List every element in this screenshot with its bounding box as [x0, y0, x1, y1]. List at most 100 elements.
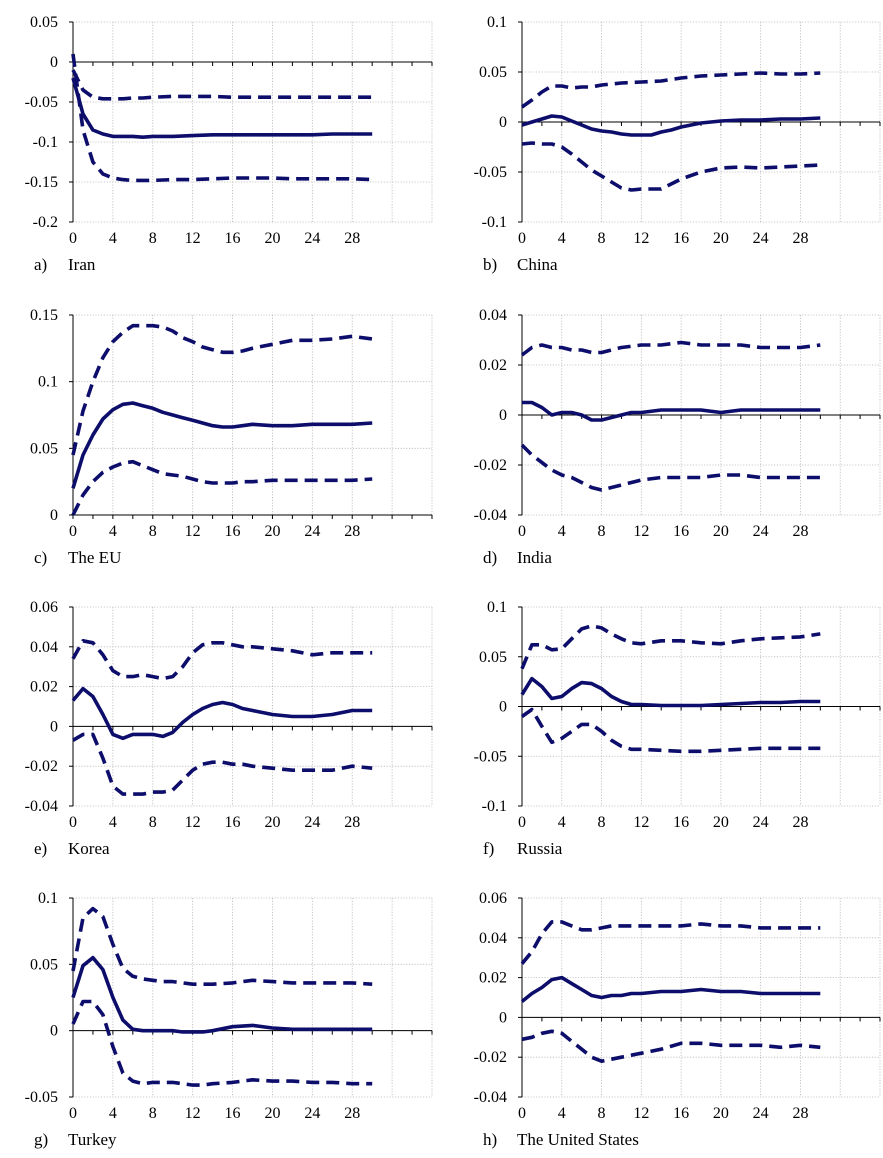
y-tick-label: -0.05	[25, 94, 58, 111]
x-tick-label: 0	[518, 523, 526, 540]
x-tick-label: 20	[264, 1105, 280, 1122]
y-tick-label: 0.05	[479, 649, 507, 666]
y-tick-label: 0.05	[30, 14, 58, 31]
x-tick-label: 12	[633, 1105, 649, 1122]
x-tick-label: 16	[225, 814, 241, 831]
y-tick-label: 0.1	[487, 599, 507, 616]
x-tick-label: 16	[225, 1105, 241, 1122]
panel-letter: a)	[34, 255, 47, 274]
upper-band-line	[520, 920, 821, 965]
x-tick-label: 28	[344, 523, 360, 540]
lower-band-line	[71, 999, 373, 1087]
panel-letter: c)	[34, 548, 47, 567]
x-tick-label: 24	[753, 1105, 769, 1122]
x-tick-label: 20	[264, 814, 280, 831]
x-tick-label: 4	[109, 814, 117, 831]
y-tick-label: -0.05	[474, 748, 507, 765]
x-tick-label: 0	[518, 230, 526, 247]
chart-panel-d: 0.04 0.02 0 -0.02 -0.04 0 4 8 12 16 20 24 28 d) India	[474, 307, 881, 567]
x-tick-label: 24	[753, 230, 769, 247]
x-tick-label: 12	[633, 814, 649, 831]
x-tick-label: 8	[598, 230, 606, 247]
y-tick-label: 0	[499, 407, 507, 424]
chart-panel-e: 0.06 0.04 0.02 0 -0.02 -0.04 0 4 8 12 16 20 24 28 e) Ko…	[25, 599, 433, 858]
x-tick-label: 28	[344, 230, 360, 247]
y-tick-label: -0.02	[474, 1049, 507, 1066]
y-tick-label: 0.1	[38, 890, 58, 907]
x-tick-label: 0	[69, 230, 77, 247]
x-tick-label: 20	[713, 1105, 729, 1122]
x-tick-label: 8	[598, 523, 606, 540]
x-tick-label: 8	[149, 814, 157, 831]
x-tick-label: 12	[185, 523, 201, 540]
y-tick-label: -0.02	[25, 758, 58, 775]
panel-letter: h)	[483, 1130, 497, 1149]
y-tick-label: -0.05	[474, 164, 507, 181]
x-tick-label: 12	[185, 814, 201, 831]
x-tick-label: 0	[69, 523, 77, 540]
x-tick-label: 0	[69, 1105, 77, 1122]
y-tick-label: 0.1	[487, 14, 507, 31]
irf-line	[521, 114, 821, 137]
y-tick-label: 0.06	[30, 599, 58, 616]
x-tick-label: 8	[149, 1105, 157, 1122]
x-tick-label: 12	[633, 230, 649, 247]
y-tick-label: 0.02	[479, 970, 507, 987]
irf-line	[71, 77, 373, 139]
x-tick-label: 16	[673, 1105, 689, 1122]
panel-letter: d)	[483, 548, 497, 567]
upper-band-line	[71, 906, 373, 987]
x-tick-label: 20	[713, 523, 729, 540]
y-tick-label: 0.05	[30, 440, 58, 457]
y-tick-label: 0	[50, 54, 58, 71]
x-tick-label: 4	[109, 230, 117, 247]
x-tick-label: 12	[185, 230, 201, 247]
x-tick-label: 16	[673, 230, 689, 247]
x-tick-label: 8	[149, 523, 157, 540]
x-tick-label: 24	[304, 523, 320, 540]
y-tick-label: 0	[499, 699, 507, 716]
x-tick-label: 24	[304, 814, 320, 831]
upper-band-line	[71, 323, 373, 456]
panel-caption: Turkey	[68, 1130, 117, 1149]
upper-band-line	[71, 638, 373, 681]
panel-caption: India	[517, 548, 552, 567]
y-tick-label: 0.1	[38, 374, 58, 391]
y-tick-label: -0.1	[482, 214, 507, 231]
panel-caption: Iran	[68, 255, 96, 274]
lower-band-line	[521, 141, 821, 192]
irf-line	[71, 955, 373, 1034]
upper-band-line	[71, 69, 373, 101]
x-tick-label: 28	[792, 1105, 808, 1122]
lower-band-line	[72, 732, 373, 796]
x-tick-label: 0	[518, 1105, 526, 1122]
chart-panel-b: 0.1 0.05 0 -0.05 -0.1 0 4 8 12 16 20 24 28 b) China	[474, 14, 881, 274]
panel-caption: The EU	[68, 548, 121, 567]
x-tick-label: 8	[149, 230, 157, 247]
y-tick-label: 0	[499, 114, 507, 131]
x-tick-label: 4	[558, 1105, 566, 1122]
x-tick-label: 4	[558, 814, 566, 831]
y-tick-label: 0	[499, 1009, 507, 1026]
x-tick-label: 8	[598, 1105, 606, 1122]
lower-band-line	[520, 443, 821, 492]
x-tick-label: 28	[792, 814, 808, 831]
irf-line	[520, 975, 821, 1003]
x-tick-label: 12	[633, 523, 649, 540]
y-tick-label: 0	[50, 1023, 58, 1040]
chart-panel-a: 0.05 0 -0.05 -0.1 -0.15 -0.2 0 4 8 12 16 20 24 28 a) Ir…	[25, 14, 433, 274]
x-tick-label: 20	[264, 523, 280, 540]
x-tick-label: 16	[673, 814, 689, 831]
x-tick-label: 4	[109, 523, 117, 540]
x-tick-label: 4	[558, 523, 566, 540]
y-tick-label: -0.04	[474, 1089, 507, 1106]
irf-panels: 0.05 0 -0.05 -0.1 -0.15 -0.2 0 4 8 12 16 20 24 28 a) Ir…	[25, 14, 881, 1149]
y-tick-label: 0.04	[479, 307, 507, 324]
chart-panel-c: 0.15 0.1 0.05 00 4 8 12 16 20 24 28 c) The EU	[30, 307, 433, 567]
y-tick-label: 0	[50, 718, 58, 735]
chart-panel-h: 0.06 0.04 0.02 0 -0.02 -0.04 0 4 8 12 16 20 24 28 h) Th…	[474, 890, 881, 1149]
y-tick-label: 0.02	[30, 679, 58, 696]
panel-caption: Russia	[517, 839, 563, 858]
irf-line	[71, 401, 373, 489]
